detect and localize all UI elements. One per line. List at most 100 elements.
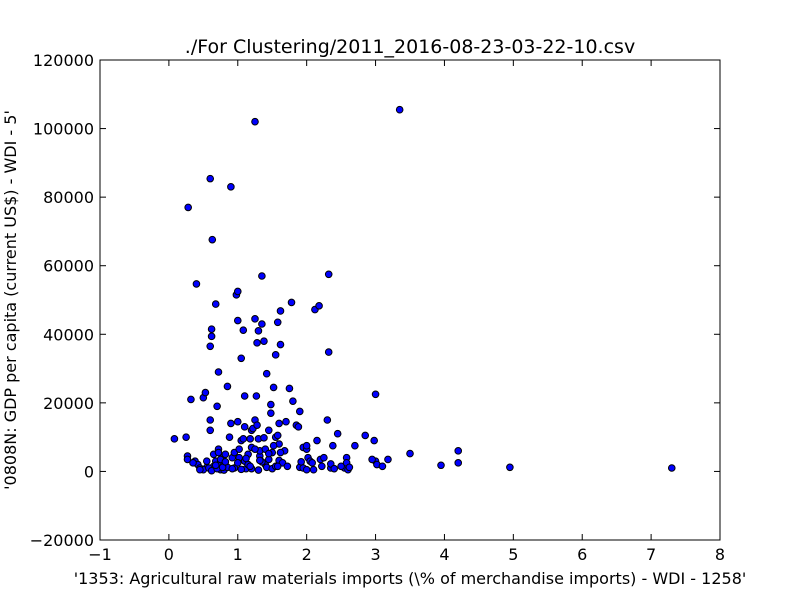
data-point-69	[262, 369, 271, 378]
data-point-177	[276, 448, 285, 457]
data-point-36	[227, 419, 235, 428]
data-point-11	[201, 388, 210, 397]
data-point-105	[329, 441, 337, 450]
data-point-59	[252, 392, 261, 400]
data-point-137	[251, 445, 259, 453]
data-point-2	[184, 203, 192, 212]
data-point-17	[206, 342, 215, 351]
data-point-26	[214, 368, 223, 376]
y-tick-label-1: 0	[84, 462, 94, 481]
x-tick-label-7: 6	[577, 545, 587, 564]
data-point-121	[454, 447, 463, 455]
x-tick-label-3: 2	[302, 545, 312, 564]
data-point-14	[206, 174, 215, 183]
data-point-122	[454, 459, 463, 467]
data-point-101	[323, 416, 332, 424]
data-point-149	[283, 462, 292, 471]
x-tick-label-9: 8	[715, 545, 725, 564]
data-point-47	[240, 392, 249, 400]
data-point-97	[313, 436, 321, 445]
ticks-layer: −1 0 1 2 3 4 5 6 7 8 −20000 0 20000 40000 60000 80000 10…	[30, 51, 725, 564]
data-point-120	[437, 461, 445, 470]
data-point-19	[207, 325, 216, 333]
data-point-170	[242, 454, 250, 463]
data-point-138	[254, 466, 263, 474]
x-tick-label-8: 7	[646, 545, 656, 564]
data-point-163	[202, 457, 211, 465]
x-tick-label-2: 1	[233, 545, 243, 564]
data-point-116	[378, 462, 387, 471]
data-point-113	[371, 390, 380, 399]
data-point-152	[302, 441, 311, 450]
data-point-5	[187, 395, 195, 404]
data-point-83	[282, 417, 290, 426]
data-point-132	[233, 459, 242, 467]
data-point-169	[235, 445, 243, 453]
data-point-1	[182, 433, 190, 441]
data-point-178	[302, 465, 311, 474]
data-point-57	[251, 315, 259, 323]
data-point-167	[221, 458, 230, 466]
data-point-66	[258, 272, 266, 280]
data-point-98	[315, 302, 323, 310]
data-point-160	[368, 455, 376, 464]
data-point-15	[206, 416, 215, 424]
data-point-41	[233, 316, 242, 325]
data-point-0	[170, 435, 179, 443]
data-point-159	[345, 463, 354, 472]
y-tick-label-0: −20000	[30, 531, 94, 550]
data-point-95	[309, 465, 318, 474]
data-point-58	[251, 117, 259, 126]
data-point-32	[221, 450, 230, 459]
data-point-33	[223, 382, 232, 391]
data-point-110	[351, 441, 359, 450]
chart-title: ./For Clustering/2011_2016-08-23-03-22-1…	[185, 36, 635, 58]
x-tick-label-6: 5	[508, 545, 518, 564]
data-point-9	[192, 280, 201, 288]
data-point-119	[406, 449, 414, 458]
data-point-85	[287, 298, 296, 307]
data-point-72	[267, 409, 275, 417]
data-point-173	[256, 456, 264, 465]
data-point-67	[260, 337, 268, 345]
data-point-4	[183, 455, 192, 464]
data-point-25	[213, 402, 221, 411]
data-point-154	[318, 462, 326, 471]
data-point-102	[324, 270, 333, 279]
data-point-150	[297, 458, 305, 466]
x-tick-label-0: −1	[88, 545, 112, 564]
data-point-112	[370, 436, 378, 445]
data-point-103	[324, 348, 333, 356]
data-point-35	[227, 183, 235, 191]
data-point-100	[320, 453, 328, 462]
data-point-77	[273, 318, 282, 327]
data-point-45	[237, 354, 246, 363]
data-point-70	[264, 426, 273, 435]
data-point-89	[295, 407, 304, 416]
data-point-172	[253, 421, 261, 429]
data-point-168	[228, 464, 237, 473]
y-tick-label-6: 100000	[33, 120, 94, 139]
data-point-48	[240, 423, 249, 431]
x-axis-label: '1353: Agricultural raw materials import…	[74, 569, 747, 588]
data-point-156	[330, 464, 339, 473]
x-tick-label-4: 3	[370, 545, 380, 564]
data-point-176	[273, 462, 282, 471]
data-point-61	[254, 327, 263, 335]
points-layer	[170, 105, 676, 475]
data-point-86	[289, 397, 297, 405]
data-point-175	[264, 449, 273, 458]
data-point-123	[506, 463, 514, 472]
data-point-106	[333, 429, 342, 438]
y-tick-label-7: 120000	[33, 51, 94, 70]
data-point-133	[237, 465, 246, 474]
data-point-18	[207, 332, 216, 341]
data-point-20	[208, 235, 217, 244]
x-tick-label-5: 4	[439, 545, 449, 564]
data-point-118	[395, 105, 404, 114]
data-point-16	[206, 426, 215, 435]
data-point-84	[285, 384, 294, 393]
data-point-171	[246, 462, 254, 471]
